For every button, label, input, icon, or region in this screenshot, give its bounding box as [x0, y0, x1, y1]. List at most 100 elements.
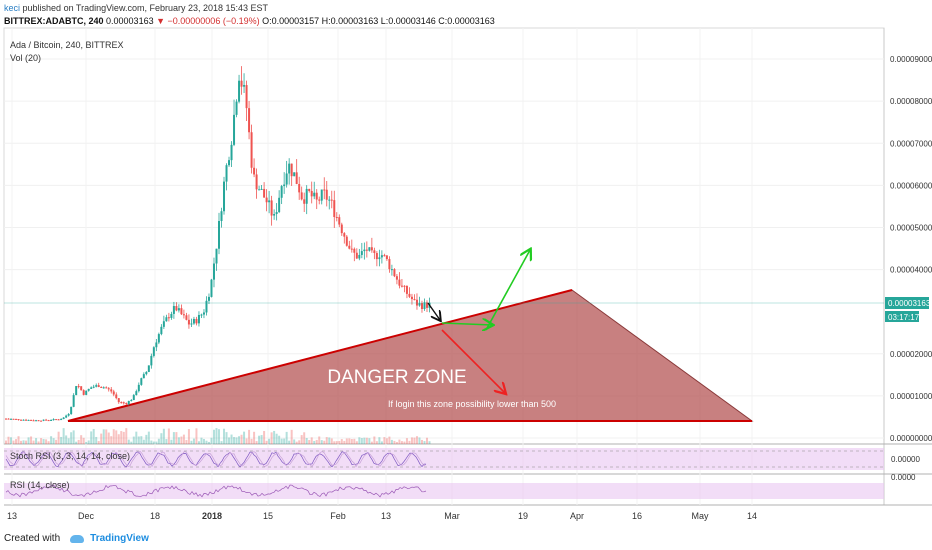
candle-body	[212, 263, 215, 280]
volume-bar	[60, 436, 63, 444]
candle-body	[157, 334, 160, 343]
candle-body	[283, 184, 286, 187]
volume-bar	[283, 438, 286, 444]
volume-bar	[25, 440, 28, 444]
candle-body	[215, 248, 218, 264]
candle-body	[37, 420, 40, 422]
time-tick-label: Apr	[570, 511, 584, 521]
time-tick-label: Mar	[444, 511, 460, 521]
candle-body	[388, 259, 391, 270]
price-badge	[885, 297, 929, 309]
volume-bar	[140, 436, 143, 444]
volume-bar	[27, 437, 30, 444]
price-axis: 0.00009000 0.00008000 0.00007000 0.00006000…	[890, 55, 932, 443]
last-price: 0.00003163	[106, 16, 154, 26]
price-tick-label: 0.00009000	[890, 55, 932, 64]
volume-bar	[218, 429, 220, 444]
rsi-axis-label: 0.0000	[891, 473, 916, 482]
volume-bar	[75, 441, 78, 444]
price-tick-label: 0.00006000	[890, 181, 932, 190]
timer-badge-value: 03:17:17	[888, 313, 920, 322]
time-tick-label: 19	[518, 511, 528, 521]
candle-body	[303, 199, 306, 204]
candle-body	[162, 321, 165, 327]
candle-body	[240, 80, 243, 87]
candle-body	[85, 390, 88, 395]
candle-body	[425, 302, 428, 308]
candle-body	[155, 342, 158, 348]
time-axis: 13 Dec 18 2018 15 Feb 13 Mar 19 Apr 16 May 14	[7, 511, 757, 521]
candle-body	[408, 293, 411, 297]
candle-body	[142, 374, 145, 379]
candle-body	[177, 308, 180, 311]
price-badge-value: 0.00003163	[888, 299, 931, 308]
volume-bar	[147, 431, 150, 444]
volume-bar	[325, 437, 328, 444]
volume-bar	[255, 441, 258, 444]
time-tick-label: 15	[263, 511, 273, 521]
volume-bar	[152, 441, 155, 444]
candle-body	[255, 174, 258, 190]
candle-body	[52, 419, 55, 421]
candle-body	[117, 398, 120, 403]
volume-bar	[87, 440, 90, 444]
candle-body	[35, 420, 38, 422]
volume-bar	[420, 439, 423, 444]
volume-bar	[235, 437, 238, 444]
candle-body	[172, 306, 175, 314]
candle-body	[330, 199, 333, 201]
candle-body	[75, 386, 78, 396]
volume-bar	[353, 438, 356, 444]
arrow-green-right	[441, 323, 492, 325]
volume-bar	[225, 432, 228, 444]
volume-bar	[37, 441, 40, 444]
candle-body	[87, 388, 90, 391]
candle-body	[423, 302, 426, 310]
candle-body	[152, 347, 155, 356]
arrow-black	[427, 302, 440, 320]
volume-bar	[42, 439, 45, 444]
volume-bar	[338, 441, 341, 444]
volume-bar	[187, 429, 190, 444]
candle-body	[278, 197, 281, 213]
candle-body	[145, 371, 148, 375]
candle-body	[45, 419, 48, 421]
volume-bar	[22, 440, 25, 444]
volume-bar	[328, 437, 331, 444]
publisher-line: keci published on TradingView.com, Febru…	[4, 3, 268, 13]
candle-body	[353, 248, 356, 253]
volume-bar	[275, 433, 278, 444]
volume-bar	[67, 438, 70, 444]
price-tick-label: 0.00000000	[890, 434, 932, 443]
candle-body	[293, 172, 296, 177]
publisher-name[interactable]: keci	[4, 3, 21, 13]
candle-body	[395, 276, 398, 280]
candle-body	[253, 167, 256, 175]
price-tick-label: 0.00001000	[890, 392, 932, 401]
volume-bar	[5, 440, 7, 444]
main-pane-title: Ada / Bitcoin, 240, BITTREX	[10, 40, 124, 50]
volume-bar	[52, 438, 55, 444]
candle-body	[40, 420, 43, 422]
arrow-green-up	[485, 250, 530, 331]
candle-body	[295, 172, 298, 184]
candle-body	[315, 192, 318, 200]
price-tick-label: 0.00002000	[890, 350, 932, 359]
candle-body	[17, 419, 20, 421]
volume-bar	[393, 440, 396, 444]
candle-body	[300, 192, 303, 200]
candle-body	[32, 420, 35, 422]
candle-body	[135, 391, 138, 396]
volume-bar	[365, 437, 368, 444]
candle-body	[102, 387, 105, 389]
volume-bar	[270, 432, 273, 444]
tradingview-brand[interactable]: TradingView	[90, 533, 149, 544]
volume-bar	[313, 440, 316, 444]
volume-bar	[298, 440, 301, 444]
time-tick-label: Dec	[78, 511, 95, 521]
rsi-line	[5, 484, 427, 498]
volume-bar	[35, 438, 38, 444]
volume-bar	[403, 441, 406, 444]
time-tick-label: 18	[150, 511, 160, 521]
